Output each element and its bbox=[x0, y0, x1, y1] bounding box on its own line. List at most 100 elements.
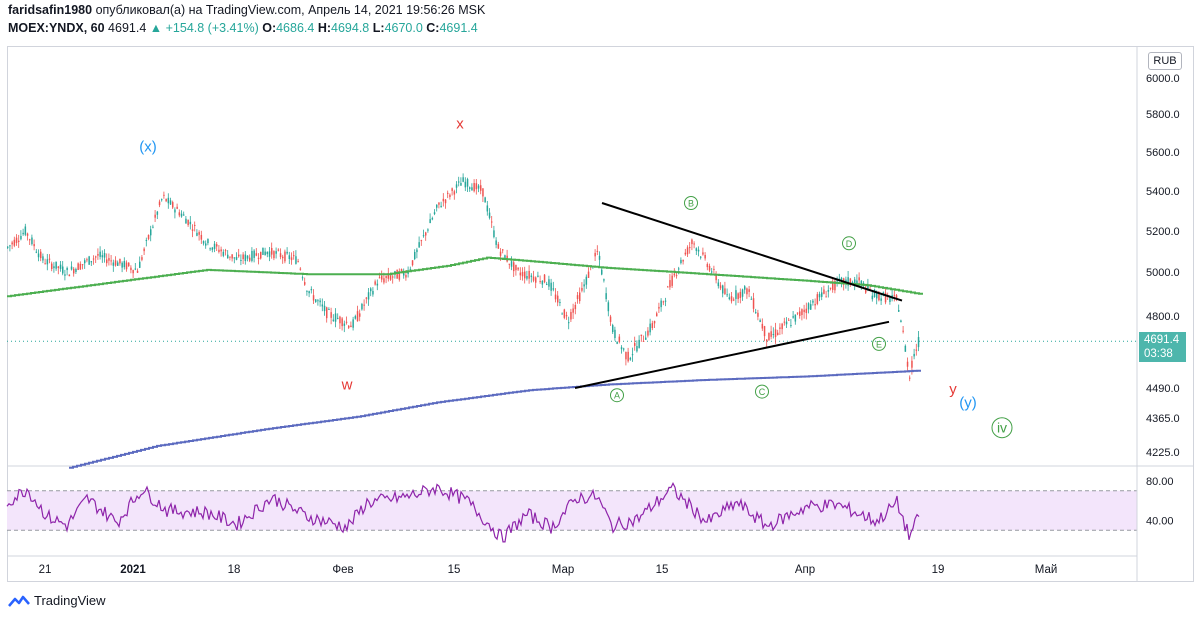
candle-body bbox=[612, 325, 614, 333]
rsi-axis[interactable]: 80.00 40.00 bbox=[1146, 476, 1174, 527]
candle-body bbox=[770, 331, 772, 337]
price-change: ▲ +154.8 (+3.41%) bbox=[149, 21, 259, 35]
candle-body bbox=[330, 312, 332, 318]
candle-body bbox=[546, 283, 548, 285]
time-axis[interactable]: 21 2021 18 Фев 15 Мар 15 Апр 19 Май bbox=[39, 564, 1058, 576]
candle-body bbox=[744, 286, 746, 290]
candle-body bbox=[860, 280, 863, 284]
low-label: L: bbox=[372, 21, 385, 35]
candle-body bbox=[715, 274, 717, 281]
candle-body bbox=[686, 247, 689, 255]
candle-body bbox=[673, 273, 676, 276]
candle-body bbox=[367, 292, 370, 300]
candle-body bbox=[475, 183, 478, 190]
candle-body bbox=[818, 293, 821, 298]
candle-body bbox=[867, 284, 869, 289]
candle-body bbox=[706, 264, 709, 268]
price-tick-label: 4365.0 bbox=[1146, 413, 1180, 425]
wave-label: iv bbox=[997, 420, 1007, 436]
wave-label: B bbox=[688, 199, 694, 209]
chart-frame[interactable] bbox=[7, 46, 1194, 582]
candle-body bbox=[189, 221, 192, 225]
candle-body bbox=[169, 200, 172, 205]
candle-body bbox=[35, 251, 38, 253]
candle-body bbox=[167, 197, 170, 204]
candle-body bbox=[433, 212, 436, 215]
candle-body bbox=[537, 275, 539, 277]
candle-body bbox=[889, 296, 891, 302]
candle-body bbox=[629, 357, 632, 360]
candle-body bbox=[227, 254, 229, 259]
candle-body bbox=[18, 240, 20, 242]
candle-body bbox=[585, 276, 588, 285]
candle-body bbox=[64, 274, 66, 276]
candle-body bbox=[708, 265, 711, 271]
candle-body bbox=[359, 313, 361, 317]
candle-body bbox=[713, 268, 715, 270]
candle-body bbox=[178, 212, 181, 216]
candle-body bbox=[57, 266, 60, 268]
candle-body bbox=[444, 199, 447, 204]
tradingview-logo[interactable]: TradingView bbox=[8, 593, 106, 608]
candle-body bbox=[876, 291, 878, 299]
brand-label: TradingView bbox=[34, 593, 106, 608]
candle-body bbox=[253, 250, 255, 258]
candle-body bbox=[66, 267, 68, 271]
candle-body bbox=[915, 349, 918, 351]
candle-body bbox=[264, 251, 266, 256]
candle-body bbox=[473, 183, 475, 192]
candle-body bbox=[200, 234, 203, 240]
candle-body bbox=[68, 274, 71, 277]
candle-body bbox=[856, 280, 858, 286]
candle-body bbox=[312, 295, 315, 301]
candle-body bbox=[319, 300, 321, 303]
candle-body bbox=[363, 304, 365, 306]
candle-body bbox=[858, 277, 860, 281]
currency-button[interactable]: RUB bbox=[1148, 52, 1182, 70]
candle-body bbox=[627, 351, 629, 362]
candle-body bbox=[422, 235, 425, 237]
candle-body bbox=[198, 232, 200, 235]
candle-body bbox=[689, 247, 691, 249]
trendline[interactable] bbox=[601, 202, 903, 302]
candle-body bbox=[768, 332, 770, 341]
candle-body bbox=[288, 255, 291, 259]
candle-body bbox=[631, 354, 634, 356]
candle-body bbox=[15, 237, 18, 243]
candle-body bbox=[416, 249, 418, 253]
candle-body bbox=[757, 312, 759, 317]
candle-body bbox=[717, 282, 720, 287]
candle-body bbox=[570, 312, 572, 320]
candle-body bbox=[574, 304, 577, 310]
high-label: H: bbox=[317, 21, 332, 35]
candle-body bbox=[636, 346, 638, 352]
author-name[interactable]: faridsafin1980 bbox=[8, 3, 93, 17]
candle-body bbox=[902, 330, 904, 332]
candle-body bbox=[220, 249, 222, 252]
candle-body bbox=[790, 325, 792, 327]
symbol-label[interactable]: MOEX:YNDX, 60 bbox=[8, 21, 105, 35]
price-axis[interactable]: 6000.0 5800.0 5600.0 5400.0 5200.0 5000.0 4800… bbox=[1146, 73, 1180, 459]
candle-body bbox=[634, 343, 636, 346]
candle-body bbox=[46, 259, 49, 265]
candle-body bbox=[667, 286, 669, 288]
candle-body bbox=[180, 213, 183, 217]
candle-body bbox=[191, 229, 194, 231]
candle-body bbox=[603, 279, 605, 281]
candle-body bbox=[451, 188, 453, 191]
candle-body bbox=[73, 268, 75, 274]
candle-body bbox=[693, 243, 695, 245]
candle-body bbox=[112, 262, 115, 266]
candle-body bbox=[821, 292, 823, 297]
candle-body bbox=[882, 292, 885, 294]
trendline[interactable] bbox=[574, 320, 890, 389]
candle-body bbox=[750, 298, 753, 300]
time-tick-label: 2021 bbox=[120, 564, 146, 576]
trendlines[interactable] bbox=[574, 202, 903, 389]
candle-body bbox=[594, 252, 596, 257]
candle-body bbox=[598, 255, 601, 260]
candle-body bbox=[273, 251, 275, 259]
candle-body bbox=[766, 339, 768, 342]
candle-body bbox=[774, 329, 777, 338]
